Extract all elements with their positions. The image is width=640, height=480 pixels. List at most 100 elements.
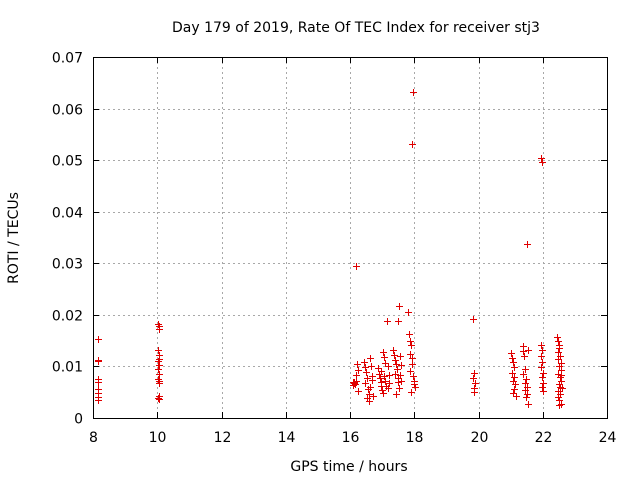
data-point	[362, 364, 369, 371]
data-point	[406, 331, 413, 338]
y-tick-label: 0	[74, 412, 83, 428]
x-tick-label: 24	[599, 430, 617, 446]
data-point	[523, 376, 530, 383]
y-tick-label: 0.05	[52, 154, 83, 170]
data-point	[396, 303, 403, 310]
data-point	[520, 348, 527, 355]
data-point	[471, 370, 478, 377]
data-point	[412, 384, 419, 391]
y-tick-label: 0.02	[52, 309, 83, 325]
data-point	[470, 316, 477, 323]
data-point	[509, 370, 516, 377]
data-point	[350, 382, 357, 389]
data-point	[555, 394, 562, 401]
data-point	[394, 366, 401, 373]
data-point	[156, 326, 163, 333]
data-point	[361, 359, 368, 366]
data-point	[156, 380, 163, 387]
y-axis-label: ROTI / TECUs	[6, 192, 22, 284]
data-point	[538, 353, 545, 360]
y-tick-label: 0.07	[52, 51, 83, 67]
data-point	[378, 368, 385, 375]
grid-layer	[93, 57, 607, 418]
data-point	[520, 371, 527, 378]
data-point	[511, 364, 518, 371]
y-tick-label: 0.03	[52, 257, 83, 273]
data-point	[522, 387, 529, 394]
data-point	[538, 364, 545, 371]
data-point	[539, 159, 546, 166]
data-point	[554, 334, 561, 341]
x-tick-label: 22	[535, 430, 553, 446]
data-point	[393, 361, 400, 368]
data-point	[511, 374, 518, 381]
data-point	[472, 380, 479, 387]
data-point	[524, 241, 531, 248]
data-point	[377, 375, 384, 382]
data-point	[95, 379, 102, 386]
data-point	[156, 371, 163, 378]
x-tick-label: 18	[406, 430, 424, 446]
y-tick-label: 0.06	[52, 103, 83, 119]
y-tick-label: 0.01	[52, 360, 83, 376]
data-point	[398, 378, 405, 385]
data-point	[539, 359, 546, 366]
x-axis-label: GPS time / hours	[290, 459, 407, 475]
data-point	[362, 380, 369, 387]
data-point	[363, 369, 370, 376]
data-point	[386, 372, 393, 379]
data-point	[555, 356, 562, 363]
data-point	[523, 394, 530, 401]
data-point	[155, 395, 162, 402]
data-point	[367, 355, 374, 362]
data-point	[521, 353, 528, 360]
data-point	[411, 381, 418, 388]
data-point	[385, 363, 392, 370]
data-point	[407, 351, 414, 358]
data-point	[353, 263, 360, 270]
data-point	[409, 361, 416, 368]
data-point	[524, 391, 531, 398]
data-point	[380, 349, 387, 356]
data-point	[381, 373, 388, 380]
data-point	[525, 401, 532, 408]
data-point	[386, 380, 393, 387]
data-point	[513, 393, 520, 400]
data-point	[395, 318, 402, 325]
data-point	[382, 360, 389, 367]
data-point	[398, 362, 405, 369]
x-tick-label: 20	[471, 430, 489, 446]
data-point	[385, 385, 392, 392]
data-point	[155, 358, 162, 365]
data-point	[393, 391, 400, 398]
data-point	[556, 402, 563, 409]
data-point	[155, 366, 162, 373]
data-points-layer	[95, 89, 566, 409]
tick-layer: 8 10 12 14 16 18 20 22 24 0 0.01 0.02 0.03 0.04 0.05 0.…	[52, 51, 617, 447]
data-point	[410, 89, 417, 96]
data-point	[392, 371, 399, 378]
data-point	[95, 358, 102, 365]
data-point	[558, 372, 565, 379]
data-point	[355, 367, 362, 374]
data-point	[368, 363, 375, 370]
data-point	[375, 365, 382, 372]
data-point	[390, 347, 397, 354]
data-point	[355, 388, 362, 395]
data-point	[396, 385, 403, 392]
data-point	[538, 155, 545, 162]
chart-title: Day 179 of 2019, Rate Of TEC Index for r…	[172, 20, 540, 36]
data-point	[539, 384, 546, 391]
data-point	[409, 355, 416, 362]
data-point	[397, 353, 404, 360]
data-point	[555, 349, 562, 356]
data-point	[525, 347, 532, 354]
data-point	[364, 375, 371, 382]
data-point	[538, 342, 545, 349]
data-point	[366, 398, 373, 405]
data-point	[382, 378, 389, 385]
x-tick-label: 8	[89, 430, 98, 446]
data-point	[556, 363, 563, 370]
data-point	[555, 338, 562, 345]
